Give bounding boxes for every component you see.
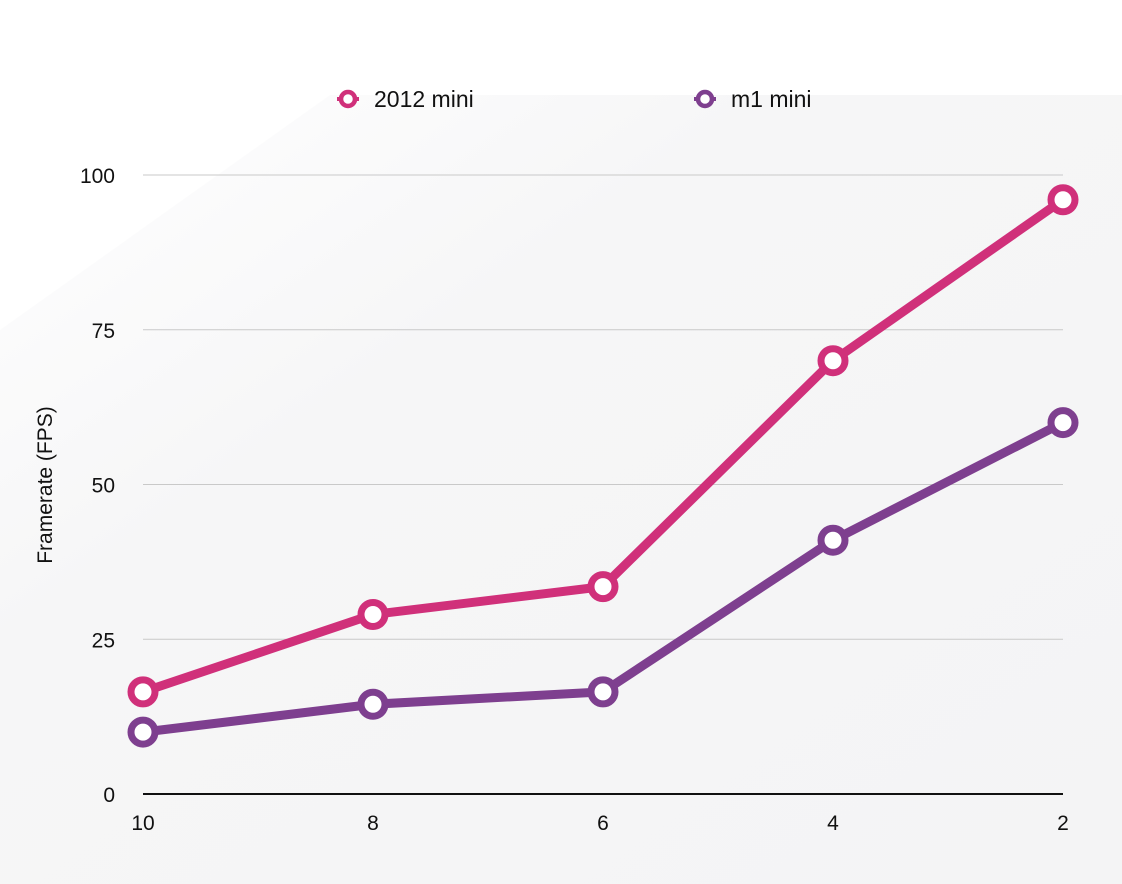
x-tick-label: 4 bbox=[827, 812, 839, 835]
data-point bbox=[817, 524, 849, 556]
x-tick-label: 2 bbox=[1057, 812, 1069, 835]
data-point bbox=[127, 676, 159, 708]
data-point bbox=[587, 676, 619, 708]
legend-swatch-marker bbox=[695, 89, 715, 109]
legend-item: m1 mini bbox=[694, 86, 812, 112]
y-tick-label: 0 bbox=[103, 784, 115, 807]
data-point bbox=[1047, 184, 1079, 216]
y-tick-label: 100 bbox=[80, 165, 115, 188]
y-tick-label: 50 bbox=[92, 475, 115, 498]
y-tick-label: 75 bbox=[92, 320, 115, 343]
series-1 bbox=[127, 184, 1079, 708]
x-tick-label: 6 bbox=[597, 812, 609, 835]
axes: 0 25 50 75 100 10 8 6 4 2 bbox=[80, 165, 1069, 835]
gridlines bbox=[143, 174, 1063, 640]
y-axis-title: Framerate (FPS) bbox=[34, 406, 57, 564]
data-point bbox=[357, 688, 389, 720]
data-point bbox=[817, 345, 849, 377]
data-point bbox=[587, 571, 619, 603]
x-tick-label: 8 bbox=[367, 812, 379, 835]
legend-label: 2012 mini bbox=[374, 86, 474, 112]
legend: 2012 mini m1 mini bbox=[337, 86, 812, 112]
legend-label: m1 mini bbox=[731, 86, 812, 112]
legend-swatch-marker bbox=[338, 89, 358, 109]
data-point bbox=[357, 598, 389, 630]
plot-background bbox=[0, 95, 1122, 884]
series-group bbox=[127, 184, 1079, 748]
series-2 bbox=[127, 407, 1079, 748]
data-point bbox=[127, 716, 159, 748]
data-point bbox=[1047, 407, 1079, 439]
x-tick-label: 10 bbox=[131, 812, 154, 835]
y-tick-label: 25 bbox=[92, 629, 115, 652]
legend-item: 2012 mini bbox=[337, 86, 474, 112]
